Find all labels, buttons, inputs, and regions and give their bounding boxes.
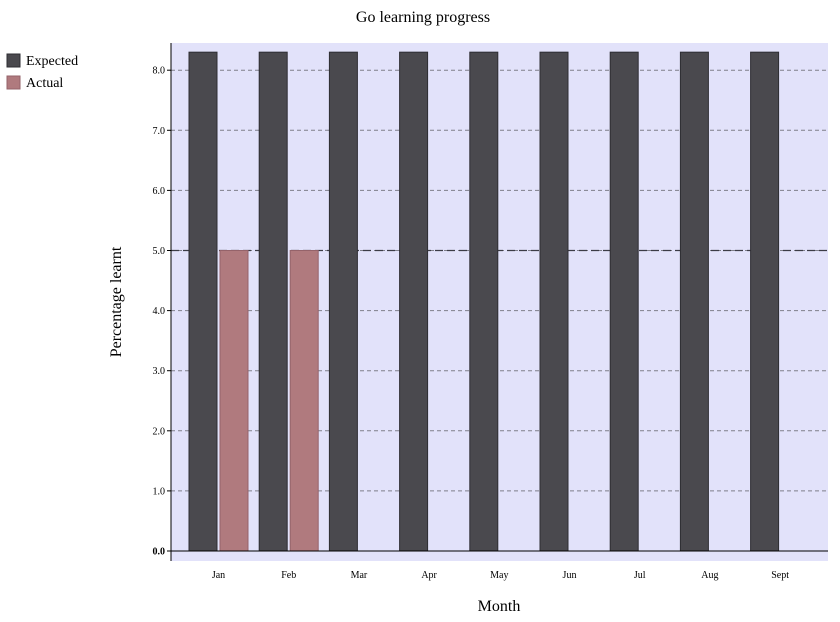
- y-tick-label: 0.0: [153, 547, 166, 558]
- x-axis-label: Month: [478, 598, 521, 615]
- bar-expected-jan: [188, 51, 218, 552]
- x-tick-label-mar: Mar: [351, 570, 368, 581]
- bars-layer: [188, 51, 780, 552]
- legend-label-expected: Expected: [26, 54, 78, 69]
- bar-expected-apr: [399, 51, 429, 552]
- x-tick-label-jul: Jul: [634, 570, 646, 581]
- bar-expected-mar: [328, 51, 358, 552]
- y-tick-label: 6.0: [153, 186, 166, 197]
- bar-expected-aug: [679, 51, 709, 552]
- legend-label-actual: Actual: [26, 76, 63, 91]
- y-tick-label: 8.0: [153, 66, 166, 77]
- legend-swatch-actual: [6, 75, 21, 90]
- chart-title: Go learning progress: [356, 9, 490, 26]
- y-tick-label: 5.0: [153, 246, 166, 257]
- x-tick-label-jun: Jun: [563, 570, 577, 581]
- x-tick-labels: Jan Feb Mar Apr May Jun Jul Aug Sept: [212, 570, 789, 581]
- x-tick-label-apr: Apr: [421, 570, 437, 581]
- x-tick-label-jan: Jan: [212, 570, 225, 581]
- bar-expected-feb: [258, 51, 288, 552]
- y-tick-label: 3.0: [153, 366, 166, 377]
- y-tick-label: 2.0: [153, 426, 166, 437]
- legend: Expected Actual: [6, 53, 78, 91]
- x-tick-label-may: May: [490, 570, 508, 581]
- bar-actual-jan: [219, 250, 249, 552]
- y-tick-label: 4.0: [153, 306, 166, 317]
- bar-actual-feb: [289, 250, 319, 552]
- bar-expected-may: [469, 51, 499, 552]
- x-tick-label-feb: Feb: [281, 570, 296, 581]
- y-tick-label: 1.0: [153, 486, 166, 497]
- bar-expected-jul: [609, 51, 639, 552]
- y-tick-label: 7.0: [153, 126, 166, 137]
- y-axis-label: Percentage learnt: [108, 246, 125, 357]
- axes-layer: [167, 43, 828, 561]
- bar-expected-sept: [750, 51, 780, 552]
- x-tick-label-aug: Aug: [701, 570, 718, 581]
- y-tick-labels: 0.0 1.0 2.0 3.0 4.0 5.0 6.0 7.0 8.0: [153, 66, 166, 558]
- bar-expected-jun: [539, 51, 569, 552]
- grid-layer: [171, 69, 828, 492]
- legend-swatch-expected: [6, 53, 21, 68]
- x-tick-label-sept: Sept: [771, 570, 789, 581]
